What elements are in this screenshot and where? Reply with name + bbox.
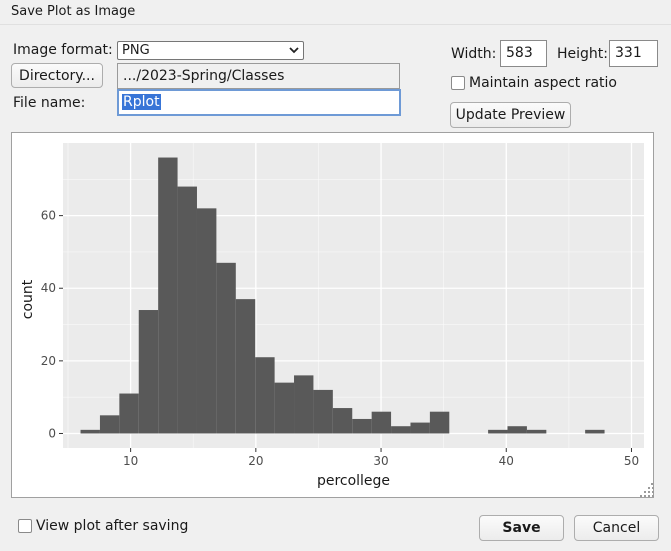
histogram-bar: [410, 422, 430, 434]
histogram-bar: [371, 411, 392, 434]
y-axis-title: count: [20, 279, 36, 319]
plot-preview: 10 20 30 40 50 0 20 40 60 percollege count: [11, 132, 654, 498]
histogram-chart: 10 20 30 40 50 0 20 40 60 percollege count: [20, 143, 644, 489]
histogram-bar: [216, 262, 236, 434]
histogram-bar: [255, 357, 275, 434]
histogram-bar: [585, 429, 605, 434]
histogram-bar: [332, 408, 353, 434]
y-tick-label: 40: [41, 281, 56, 295]
histogram-bar: [158, 157, 178, 434]
histogram-bar: [526, 429, 547, 434]
x-tick-label: 20: [248, 454, 263, 468]
y-tick-label: 0: [48, 426, 56, 440]
histogram-bar: [429, 411, 450, 434]
height-input[interactable]: 331: [609, 40, 658, 67]
directory-button[interactable]: Directory...: [11, 63, 103, 88]
maintain-aspect-label: Maintain aspect ratio: [469, 75, 617, 91]
histogram-bar: [313, 389, 333, 434]
height-label: Height:: [557, 46, 608, 62]
histogram-bar: [99, 415, 120, 434]
x-tick-label: 30: [373, 454, 388, 468]
histogram-bar: [352, 418, 372, 434]
histogram-bar: [274, 382, 295, 434]
x-tick-label: 50: [624, 454, 639, 468]
resize-grip-icon[interactable]: [636, 480, 656, 500]
save-button[interactable]: Save: [479, 515, 564, 541]
height-value: 331: [615, 45, 642, 61]
histogram-bar: [138, 310, 159, 434]
file-name-value: Rplot: [122, 94, 161, 110]
histogram-bar: [235, 299, 256, 434]
file-name-label: File name:: [13, 95, 86, 111]
title-bar: Save Plot as Image: [0, 0, 671, 25]
image-format-label: Image format:: [13, 42, 113, 58]
window-title: Save Plot as Image: [11, 4, 136, 19]
x-axis-title: percollege: [317, 473, 390, 489]
x-tick-label: 10: [123, 454, 138, 468]
histogram-bar: [507, 426, 527, 434]
histogram-bar: [80, 429, 100, 434]
cancel-button[interactable]: Cancel: [574, 515, 659, 541]
maintain-aspect-checkbox[interactable]: [451, 76, 465, 90]
directory-path-field: .../2023-Spring/Classes: [117, 63, 400, 89]
update-preview-button[interactable]: Update Preview: [450, 102, 571, 128]
histogram-bar: [196, 208, 217, 434]
view-after-saving-checkbox[interactable]: [18, 519, 32, 533]
width-value: 583: [506, 45, 533, 61]
image-format-value: PNG: [122, 43, 150, 58]
histogram-bar: [391, 426, 411, 434]
width-label: Width:: [451, 46, 497, 62]
width-input[interactable]: 583: [500, 40, 547, 67]
histogram-bar: [488, 429, 508, 434]
histogram-bar: [294, 375, 314, 434]
file-name-input[interactable]: Rplot: [117, 89, 401, 116]
image-format-select[interactable]: PNG: [117, 41, 304, 60]
x-tick-label: 40: [499, 454, 514, 468]
directory-path: .../2023-Spring/Classes: [123, 68, 285, 84]
histogram-bar: [177, 186, 197, 434]
chevron-down-icon: [289, 47, 299, 54]
histogram-bar: [119, 393, 139, 434]
y-tick-label: 60: [41, 209, 56, 223]
view-after-saving-label: View plot after saving: [36, 518, 189, 534]
y-tick-label: 20: [41, 354, 56, 368]
